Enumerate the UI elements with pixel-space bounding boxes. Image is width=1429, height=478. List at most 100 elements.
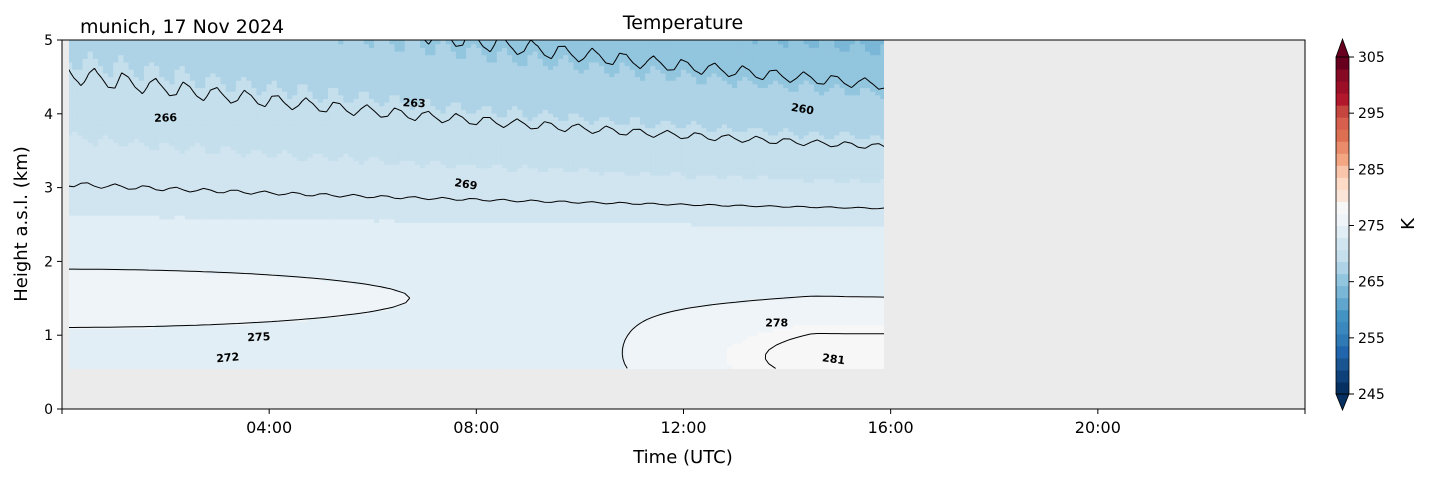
field-cell [241,346,247,351]
field-cell [189,324,196,329]
field-cell [159,43,165,48]
field-cell [210,116,217,121]
field-cell [333,160,339,165]
field-cell [77,50,84,56]
field-cell [317,40,324,45]
field-cell [189,43,196,48]
field-cell [102,94,109,99]
field-cell [343,226,350,231]
field-cell [77,105,84,110]
field-cell [123,331,130,337]
field-cell [328,320,334,326]
field-cell [82,76,89,81]
field-cell [235,237,242,242]
field-cell [322,244,329,249]
field-cell [184,80,191,85]
field-cell [205,116,211,121]
field-cell [195,273,201,278]
field-cell [69,102,73,107]
field-cell [133,116,140,121]
field-cell [276,237,283,242]
field-cell [179,211,186,216]
field-cell [195,87,201,92]
field-cell [297,76,304,81]
field-cell [276,350,283,355]
field-cell [149,87,155,92]
field-cell [97,204,104,209]
field-cell [97,215,104,220]
field-cell [179,43,186,48]
field-cell [210,72,217,78]
field-cell [138,262,145,267]
field-cell [246,280,252,286]
field-cell [108,69,114,74]
field-cell [251,112,258,118]
field-cell [77,299,84,304]
field-cell [348,339,355,344]
field-cell [322,149,329,154]
field-cell [164,200,171,205]
field-cell [312,80,319,85]
field-cell [225,134,232,140]
field-cell [271,131,278,136]
field-cell [72,138,78,143]
field-cell [72,317,78,322]
field-cell [159,291,165,297]
field-cell [77,138,84,143]
field-cell [97,262,104,267]
field-cell [256,112,263,118]
field-cell [246,302,252,307]
field-cell [69,266,73,271]
field-cell [174,196,181,202]
field-cell [292,244,298,249]
field-cell [276,76,283,81]
field-cell [302,244,309,249]
field-cell [195,269,201,275]
field-cell [159,255,165,260]
field-cell [287,299,293,304]
field-cell [328,226,334,231]
field-cell [215,346,222,351]
field-cell [179,299,186,304]
field-cell [123,54,130,59]
field-cell [169,324,176,329]
field-cell [143,98,150,103]
field-cell [87,284,94,289]
field-cell [317,284,324,289]
field-cell [205,302,211,307]
field-cell [312,58,319,63]
field-cell [251,233,258,238]
field-cell [102,280,109,286]
field-cell [154,328,160,333]
field-cell [230,302,237,307]
field-cell [138,339,145,344]
field-cell [241,182,247,187]
field-cell [143,364,150,369]
field-cell [266,269,273,275]
field-cell [307,120,314,125]
field-cell [102,346,109,351]
field-cell [343,160,350,165]
field-cell [118,65,125,70]
field-cell [133,310,140,315]
field-cell [287,47,293,52]
field-cell [179,167,186,172]
field-cell [138,153,145,158]
field-cell [266,237,273,242]
field-cell [195,204,201,209]
field-cell [118,171,125,176]
field-cell [154,335,160,340]
field-cell [92,361,99,366]
field-cell [271,91,278,96]
field-cell [266,160,273,165]
field-cell [322,339,329,344]
field-cell [174,291,181,297]
field-cell [97,288,104,293]
field-cell [128,193,135,198]
field-cell [251,295,258,300]
field-cell [235,105,242,110]
field-cell [215,80,222,85]
field-cell [154,91,160,96]
field-cell [179,295,186,300]
field-cell [322,193,329,198]
